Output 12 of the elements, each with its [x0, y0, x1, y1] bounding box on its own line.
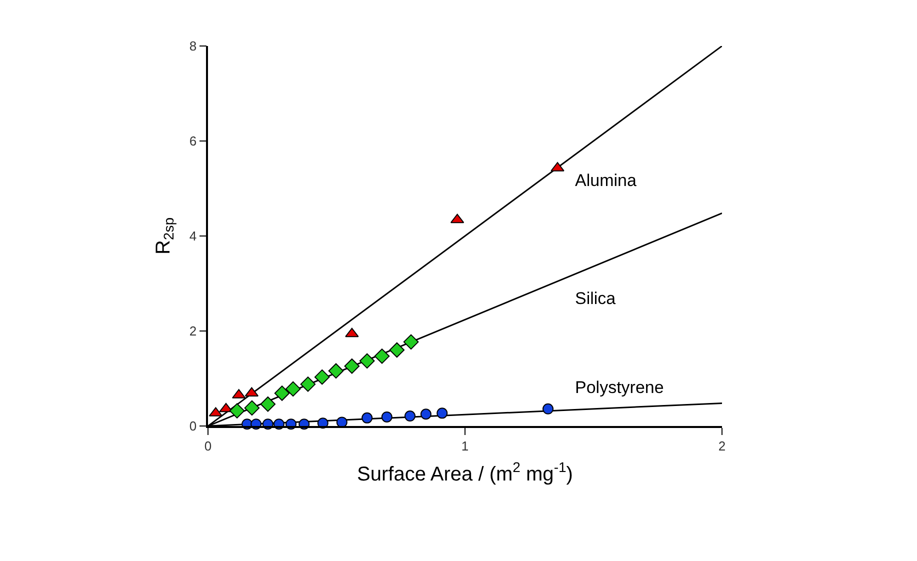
x-tick-label: 2 — [718, 438, 726, 454]
x-tick-label: 0 — [204, 438, 212, 454]
y-tick-label: 6 — [189, 134, 197, 149]
y-tick-label: 2 — [189, 324, 197, 339]
y-tick-label: 4 — [189, 228, 197, 244]
series-label: Polystyrene — [575, 378, 664, 397]
series-label: Alumina — [575, 171, 637, 190]
y-tick-label: 8 — [189, 38, 197, 54]
y-tick-label: 0 — [189, 418, 197, 434]
text: Silica — [575, 289, 616, 308]
x-axis-title: Surface Area / (m$^{2}$ mg$^{-1}$) — [357, 458, 573, 486]
x-tick-label: 1 — [461, 438, 469, 454]
